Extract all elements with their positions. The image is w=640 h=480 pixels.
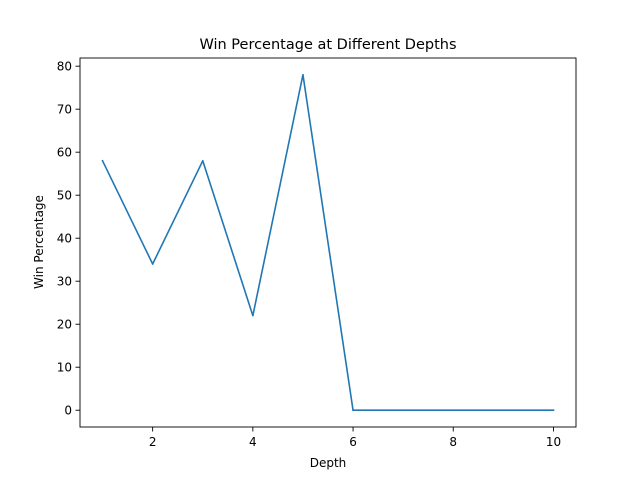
x-axis-ticks: 2 4 6 8 10 [149, 427, 561, 449]
y-tick-label: 30 [57, 275, 72, 289]
data-point [402, 409, 404, 412]
data-point [352, 409, 354, 412]
y-tick-label: 0 [64, 404, 72, 418]
y-axis-label: Win Percentage [32, 195, 46, 289]
plot-area [101, 73, 555, 412]
data-point [101, 159, 104, 162]
data-point [201, 159, 204, 162]
x-tick-label: 10 [546, 435, 561, 449]
y-tick-label: 40 [57, 231, 72, 245]
data-point [552, 409, 555, 412]
y-tick-label: 10 [57, 361, 72, 375]
x-tick-label: 4 [249, 435, 257, 449]
y-tick-label: 70 [57, 102, 72, 116]
x-axis-label: Depth [310, 456, 347, 470]
data-point [151, 263, 154, 265]
data-point [302, 73, 304, 76]
y-axis-ticks: 0 10 20 30 40 50 60 70 80 [57, 59, 80, 418]
y-tick-label: 60 [57, 145, 72, 159]
y-tick-label: 50 [57, 188, 72, 202]
x-tick-label: 2 [149, 435, 157, 449]
data-point [452, 409, 455, 412]
chart-title: Win Percentage at Different Depths [199, 37, 456, 53]
data-point [502, 409, 505, 412]
data-point [252, 314, 254, 317]
x-tick-label: 8 [449, 435, 457, 449]
x-tick-label: 6 [349, 435, 357, 449]
axes-frame [79, 57, 577, 428]
y-tick-label: 20 [57, 318, 72, 332]
series-line-0 [101, 73, 555, 412]
y-tick-label: 80 [57, 59, 72, 73]
